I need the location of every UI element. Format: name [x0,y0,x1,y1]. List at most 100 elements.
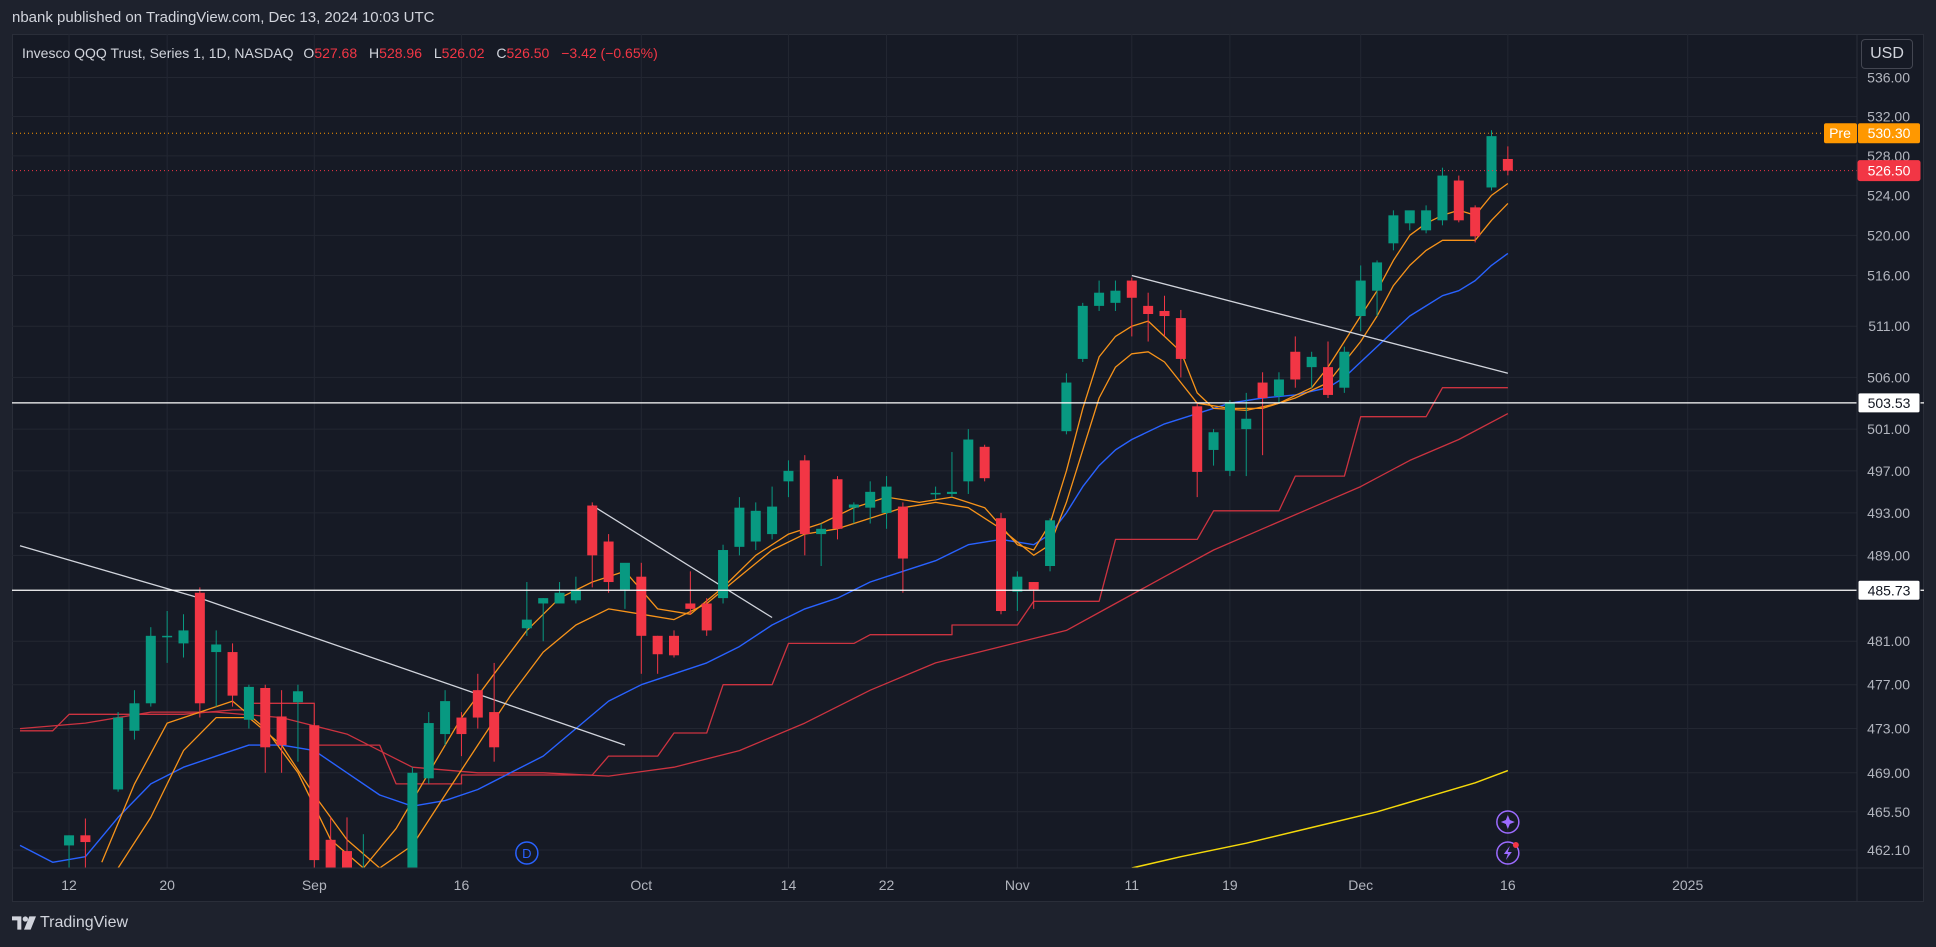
pre-market-badge: Pre 530.30 [1824,123,1920,144]
candle-body [685,603,696,609]
candle-body [881,486,892,513]
candle-body [489,712,500,748]
candle-body [1175,318,1186,359]
candle-body [194,592,205,704]
price-tick-label: 524.00 [1867,187,1910,203]
time-tick-label: Dec [1348,877,1373,893]
candle [587,502,598,588]
candle-body [80,835,91,843]
candle [243,684,254,729]
candle-body [1159,310,1170,317]
candle-body [1290,351,1301,380]
candle [1208,429,1219,466]
candle [1323,341,1333,399]
time-tick-label: 20 [159,877,175,893]
candle-body [342,851,352,868]
candle-body [1388,215,1399,244]
footer-brand[interactable]: TradingView [12,914,128,932]
candle-body [619,562,630,590]
candle-body [946,491,957,494]
time-tick-label: 16 [454,877,470,893]
ma-yellow-line [1131,769,1509,868]
trendline [1131,274,1509,374]
candle-body [521,619,532,629]
candle-body [718,550,729,599]
candle-body [64,835,75,846]
candle [897,502,908,593]
time-tick-label: 19 [1222,877,1238,893]
event-marker-d: D [515,841,539,865]
time-tick-label: 14 [781,877,797,893]
candle [767,486,778,540]
candle [783,460,794,498]
close-label: C [496,45,507,61]
level-badge-485-bg [1857,579,1921,601]
candle-body [1323,367,1333,395]
candle [227,643,238,707]
level-badge-503-bg [1857,392,1921,414]
candle-body [652,635,663,655]
candle [1159,295,1170,337]
candle [865,481,876,524]
level-badge-503: 503.53 [1857,392,1921,414]
candle-body [979,446,990,479]
candle [1306,351,1317,388]
candle [1388,210,1399,251]
candle [456,712,467,757]
candle [1355,265,1366,332]
price-tick-label: 489.00 [1867,547,1910,563]
candle-body [1208,432,1219,450]
candle-body [1372,262,1383,291]
candle [832,476,843,540]
candle-body [440,701,451,735]
candle [423,712,434,784]
candle-body [1355,280,1366,317]
candle [685,571,696,615]
candle-body [767,506,778,535]
candle-body [848,504,859,508]
candle-body [1094,292,1105,306]
lightning-icon [1496,841,1520,865]
time-tick-label: Oct [630,877,652,893]
candle-body [113,717,124,790]
candle-body [538,598,549,604]
plot-area [19,130,1513,868]
price-tick-label: 516.00 [1867,268,1910,284]
candle-body [1486,136,1497,188]
time-axis: 12 20 Sep 16 Oct 14 22 Nov 11 19 Dec 16 2025 [61,877,1703,893]
high-value: 528.96 [379,45,422,61]
level-badge-503-text: 503.53 [1868,395,1911,411]
price-chart[interactable]: D 536.00 532.00 528.00 524.00 520.00 516.00 511… [12,34,1924,902]
candle [1437,167,1448,226]
candle [1470,205,1481,243]
candle-body [603,541,614,583]
candle-body [1045,520,1056,567]
candle [80,818,91,868]
symbol-title[interactable]: Invesco QQQ Trust, Series 1, 1D, NASDAQ [22,45,294,61]
ma-red-step-line [20,387,1508,785]
candle-body [1110,290,1121,303]
currency-button[interactable]: USD [1861,39,1913,69]
candle [1143,292,1154,342]
pre-price-text: 530.30 [1868,125,1911,141]
candle [1045,518,1056,572]
candle [1110,280,1121,311]
low-label: L [433,45,442,61]
time-tick-label: 12 [61,877,77,893]
candle [1126,277,1137,337]
ma-orange-slow-line [117,202,1509,868]
candle-body [1421,210,1432,231]
candle [260,684,271,773]
price-tick-label: 528.00 [1867,148,1910,164]
candle [1028,582,1039,609]
candle-body [1224,402,1235,471]
candle [669,630,679,658]
candle-body [1012,576,1023,592]
candle-body [1028,582,1039,590]
candle-body [865,491,876,508]
candle [64,835,75,868]
time-tick-label: Nov [1005,877,1030,893]
candle [701,598,712,636]
candle-body [783,470,794,482]
trendline [19,545,626,746]
